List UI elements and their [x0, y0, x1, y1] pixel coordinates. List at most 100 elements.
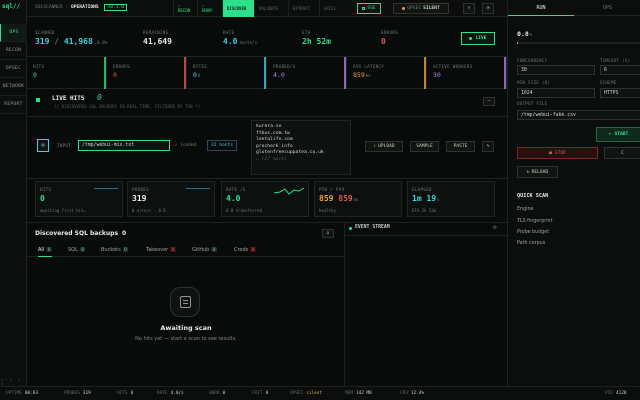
concurrency-label: CONCURRENCY [517, 58, 548, 63]
card-subtext: 0 errors · 0 B [132, 208, 166, 213]
input-row: ▤ INPUT /tmp/webui-mix.txt ✓ loaded 32 h… [27, 117, 507, 179]
live-hits-icon [36, 98, 40, 102]
metric-accent [264, 57, 266, 89]
file-button[interactable]: ▤ [37, 139, 49, 152]
concurrency-field[interactable]: 30 [517, 65, 595, 75]
metric-probed-s: PROBED/S 4.0 [267, 57, 347, 89]
file-icon: ▤ [41, 143, 45, 148]
edit-button[interactable]: ✎ [482, 141, 494, 152]
live-toggle[interactable]: LIVE [461, 32, 495, 45]
card-label: P50 / P99 [319, 187, 345, 192]
tab-takeover[interactable]: Takeover 0 [146, 247, 176, 253]
sse-indicator[interactable]: SSE [357, 3, 381, 14]
metric-accent [344, 57, 346, 89]
remaining-label: REMAINING [143, 30, 169, 35]
rail-item-report[interactable]: REPORT [0, 96, 27, 114]
output-field[interactable]: /tmp/webui-fake.csv [517, 110, 640, 120]
timeout-field[interactable]: 6 [600, 65, 640, 75]
stage-discover[interactable]: DISCOVER [222, 0, 254, 17]
status-rate: RATE 4.0/s [157, 391, 184, 396]
quick-scan-title: QUICK SCAN [517, 193, 549, 199]
clock-icon: ◷ [486, 6, 490, 11]
quick-item-corpus[interactable]: Path corpus [517, 241, 546, 246]
event-stream-title: EVENT STREAM [355, 225, 390, 230]
tab-creds[interactable]: Creds 0 [234, 247, 256, 253]
stage-exfil[interactable]: EXFIL [319, 0, 340, 17]
breadcrumb-root[interactable]: SOLSCANNER [35, 5, 63, 10]
card-subtext: 0 B transferred [226, 208, 263, 213]
stage-extract[interactable]: EXTRACT [288, 0, 314, 17]
errors-value: 0 [381, 37, 386, 46]
card-value: 0 [40, 194, 45, 203]
tab-buckets[interactable]: Buckets 0 [101, 247, 129, 253]
metric-accent [424, 57, 426, 89]
tab-run[interactable]: RUN [508, 0, 574, 16]
input-label: INPUT [57, 143, 72, 148]
status-cpu: CPU 12.4% [400, 391, 425, 396]
tab-sql[interactable]: SQL 0 [68, 247, 86, 253]
eta-value: 2h 52m [302, 37, 331, 46]
quick-item-tls[interactable]: TLS fingerprint [517, 219, 553, 224]
tabs-divider [27, 256, 345, 257]
minsize-label: MIN SIZE (B) [517, 80, 551, 85]
database-icon [179, 296, 191, 308]
quick-item-engine[interactable]: Engine [517, 207, 534, 212]
clear-button[interactable]: C [604, 147, 640, 159]
search-button[interactable]: ⌕ [463, 3, 475, 14]
metric-label: PROBED/S [273, 64, 296, 69]
paste-button[interactable]: PASTE [446, 141, 475, 152]
summary-card-probes: PROBES 319 0 errors · 0 B [127, 181, 215, 217]
tab-github[interactable]: GitHub 0 [192, 247, 217, 253]
minsize-field[interactable]: 1024 [517, 88, 595, 98]
tab-all[interactable]: All 0 [38, 247, 52, 257]
stage-recon[interactable]: ✓ RECON [173, 0, 194, 17]
rail-item-recon[interactable]: RECON [0, 42, 27, 60]
card-value: 319 [132, 194, 147, 203]
rail-item-ops[interactable]: OPS [0, 24, 27, 42]
scheme-select[interactable]: HTTPS [600, 88, 640, 98]
collapse-button[interactable]: — [483, 97, 495, 106]
status-uptime: UPTIME 00:03 [6, 391, 39, 396]
sample-button[interactable]: SAMPLE [410, 141, 439, 152]
rail-item-opsec[interactable]: OPSEC [0, 60, 27, 78]
opsec-indicator[interactable]: OPSEC SILENT [393, 3, 449, 14]
stop-button[interactable]: ■ STOP [517, 147, 598, 159]
live-hits-count: 0 [97, 93, 102, 102]
status-crit: CRIT 0 [252, 391, 269, 396]
reload-button[interactable]: ↻ RELOAD [517, 166, 558, 178]
stage-enum[interactable]: ✓ ENUM [197, 0, 216, 17]
loaded-status: ✓ loaded [175, 143, 197, 148]
top-bar: SOLSCANNER / OPERATIONS v0.1.0 ✓ RECON ✓ E… [27, 0, 507, 17]
rail-item-network[interactable]: NETWORK [0, 78, 27, 96]
timeout-label: TIMEOUT (S) [600, 58, 631, 63]
metric-label: ERRORS [113, 64, 130, 69]
card-subtext: healthy [319, 208, 336, 213]
metric-label: BYTES [193, 64, 208, 69]
card-value: 859 859ms [319, 194, 359, 203]
tab-ops[interactable]: OPS [574, 0, 640, 16]
summary-card-hits: HITS 0 awaiting first hit… [35, 181, 123, 217]
input-file-field[interactable]: /tmp/webui-mix.txt [78, 140, 170, 151]
stage-validate[interactable]: VALIDATE [254, 0, 282, 17]
menu-icon: ⌂ [326, 231, 330, 236]
metric-label: HITS [33, 64, 45, 69]
status-probes: PROBES 319 [64, 391, 91, 396]
card-label: ELAPSED [412, 187, 432, 192]
backups-menu-button[interactable]: ⌂ [322, 229, 334, 238]
metric-value: 4.0 [273, 71, 285, 79]
stream-divider [345, 235, 507, 236]
left-rail: sql// OPS RECON OPSEC NETWORK REPORT 1 ·… [0, 0, 27, 386]
opsec-dot-icon [402, 7, 406, 10]
summary-card-rate-s: RATE /S 4.0 0 B transferred [221, 181, 309, 217]
sse-dot-icon [362, 7, 366, 10]
quick-item-budget[interactable]: Probe budget [517, 230, 550, 235]
app-logo: sql// [2, 3, 21, 10]
rate-label: RATE [223, 30, 235, 35]
search-icon: ⌕ [467, 6, 471, 11]
metric-errors: ERRORS 0 [107, 57, 187, 89]
stream-settings-icon[interactable]: ⚙ [493, 224, 497, 231]
card-value: 4.0 [226, 194, 241, 203]
upload-button[interactable]: ⇧ UPLOAD [365, 141, 403, 152]
start-button[interactable]: ▸ START [596, 127, 640, 142]
timer-button[interactable]: ◷ [482, 3, 494, 14]
